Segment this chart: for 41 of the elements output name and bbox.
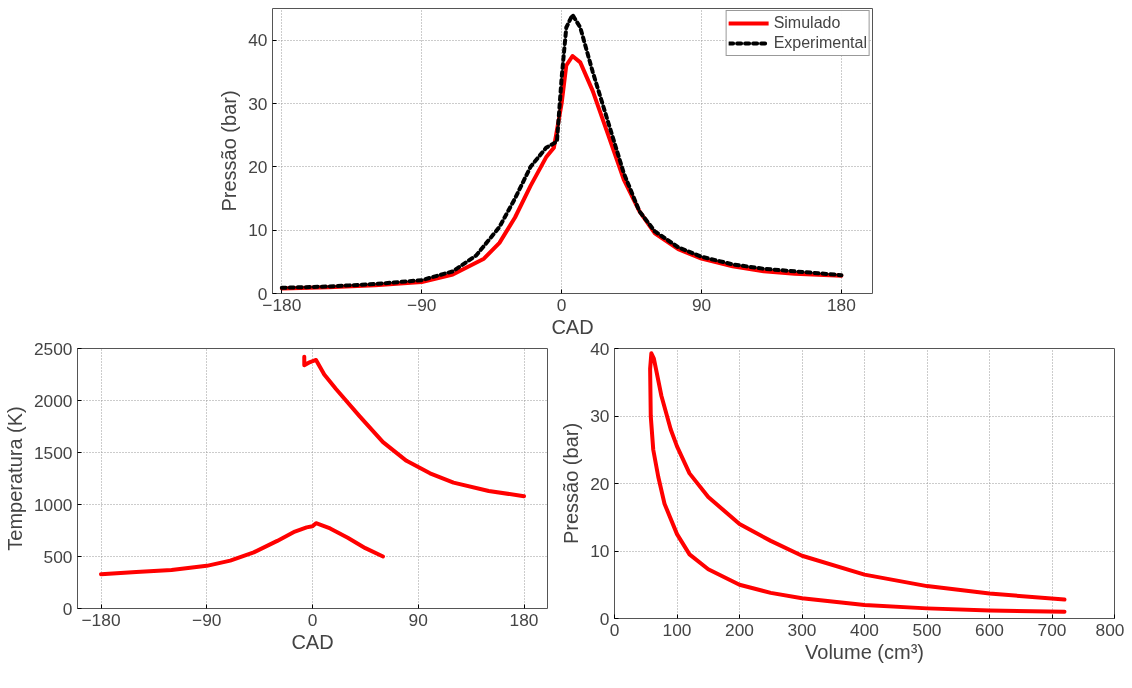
y-tick-label: 20 xyxy=(590,473,610,494)
x-tick-label: 0 xyxy=(556,294,567,315)
y-tick-label: 2000 xyxy=(33,390,73,411)
x-axis-title: Volume (cm³) xyxy=(805,640,924,663)
line-series xyxy=(99,521,385,577)
x-axis-title: CAD xyxy=(291,630,334,653)
y-tick-label: 1500 xyxy=(33,442,73,463)
x-tick-label: 180 xyxy=(509,609,539,630)
x-tick-label: 0 xyxy=(307,609,318,630)
legend-label: Experimental xyxy=(773,34,867,52)
line-series xyxy=(648,351,1067,614)
y-tick-label: 1000 xyxy=(33,494,73,515)
y-axis-title: Pressão (bar) xyxy=(218,90,241,212)
legend-label: Simulado xyxy=(773,14,841,32)
x-tick-label: 400 xyxy=(850,619,879,640)
x-tick-label: −90 xyxy=(407,294,437,315)
y-tick-label: 20 xyxy=(248,156,268,177)
x-axis-title: CAD xyxy=(551,315,594,338)
y-tick-label: 10 xyxy=(248,220,268,241)
y-tick-label: 10 xyxy=(590,541,610,561)
y-tick-label: 40 xyxy=(590,338,610,359)
y-tick-label: 500 xyxy=(43,546,73,567)
x-tick-label: −90 xyxy=(192,609,222,630)
x-tick-label: 500 xyxy=(912,619,942,640)
x-tick-label: 600 xyxy=(975,619,1004,640)
x-tick-label: −180 xyxy=(81,609,121,630)
y-axis-title: Pressão (bar) xyxy=(560,422,583,545)
line-series xyxy=(302,354,526,499)
y-tick-label: 30 xyxy=(590,406,610,426)
y-tick-label: 30 xyxy=(248,93,268,114)
x-tick-label: 200 xyxy=(725,619,754,640)
y-tick-label: 40 xyxy=(248,30,268,51)
x-tick-label: 800 xyxy=(1095,619,1125,640)
x-tick-label: 180 xyxy=(826,294,856,315)
y-tick-label: 2500 xyxy=(33,338,73,359)
x-tick-label: 90 xyxy=(691,294,712,315)
x-tick-label: 300 xyxy=(787,619,817,640)
y-axis-title: Temperatura (K) xyxy=(3,406,26,551)
x-tick-label: 90 xyxy=(408,609,428,630)
x-tick-label: 100 xyxy=(662,619,692,640)
x-tick-label: 700 xyxy=(1037,619,1067,640)
